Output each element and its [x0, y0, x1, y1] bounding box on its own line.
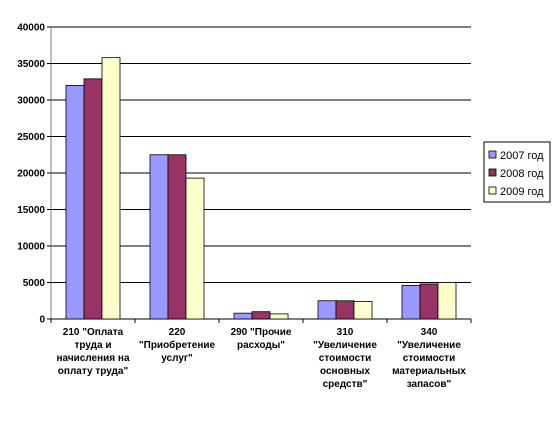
x-category-label-line: материальных [392, 366, 466, 377]
bar [65, 85, 85, 320]
y-tick-label: 15000 [17, 205, 45, 216]
y-tick-label: 10000 [17, 242, 45, 253]
bars [65, 57, 457, 320]
bar [317, 300, 337, 320]
legend-label: 2009 год [500, 186, 544, 198]
x-category-label-line: средств" [323, 379, 368, 390]
bar [269, 313, 289, 320]
x-axis: 210 "Оплата труда и начисления на оплату тр… [50, 319, 472, 390]
bar [149, 154, 169, 320]
x-category-label-line: основных [320, 366, 370, 377]
bar [335, 300, 355, 320]
bar [251, 311, 271, 320]
x-category-label: 290 "Прочие расходы" [231, 327, 292, 351]
x-category-label: 210 "Оплата труда и начисления на оплату тр… [56, 327, 129, 377]
x-category-label-line: "Увеличение [313, 340, 377, 351]
x-category-label: 310 "Увеличение стоимости основных средств" [313, 327, 377, 390]
legend-label: 2008 год [500, 168, 544, 180]
x-category-label: 220 "Приобретение услуг" [139, 327, 216, 364]
y-tick-label: 25000 [17, 132, 45, 143]
x-category-label-line: 340 [421, 327, 438, 338]
x-category-label-line: 220 [169, 327, 186, 338]
bar [437, 282, 457, 320]
x-category-label-line: "Увеличение [397, 340, 461, 351]
x-category-label-line: стоимости [403, 353, 455, 364]
x-category-label-line: расходы" [237, 340, 285, 351]
y-tick-label: 20000 [17, 169, 45, 180]
x-category-label-line: начисления на [56, 353, 129, 364]
legend-swatch [488, 186, 497, 195]
legend: 2007 год 2008 год 2009 год [483, 141, 551, 203]
x-category-label-line: оплату труда" [58, 366, 129, 377]
legend-swatch [488, 168, 497, 177]
x-category-label-line: 290 "Прочие [231, 327, 292, 338]
x-category-label-line: "Приобретение [139, 339, 216, 351]
x-category-label-line: запасов" [407, 379, 452, 390]
x-category-label-line: стоимости [319, 353, 371, 364]
bar [419, 283, 439, 320]
bar [401, 285, 421, 320]
bar [101, 57, 121, 320]
legend-label: 2007 год [500, 150, 544, 162]
x-category-label-line: 210 "Оплата [63, 327, 124, 338]
bar [353, 301, 373, 320]
y-tick-label: 0 [39, 315, 45, 326]
bar [185, 177, 205, 320]
bar [83, 78, 103, 320]
legend-swatch [488, 150, 497, 159]
gridlines [51, 26, 471, 283]
y-tick-label: 30000 [17, 96, 45, 107]
y-axis: 0 5000 10000 15000 20000 25000 30000 35000 40000 [17, 23, 51, 326]
bar [233, 312, 253, 320]
y-tick-label: 40000 [17, 23, 45, 34]
bar [167, 154, 187, 320]
x-category-label-line: 310 [337, 327, 354, 338]
y-tick-label: 35000 [17, 59, 45, 70]
x-category-label-line: услуг" [161, 353, 193, 364]
x-category-label: 340 "Увеличение стоимости материальных запас… [392, 327, 466, 390]
x-category-label-line: труда и [74, 340, 111, 351]
y-tick-label: 5000 [23, 278, 46, 289]
